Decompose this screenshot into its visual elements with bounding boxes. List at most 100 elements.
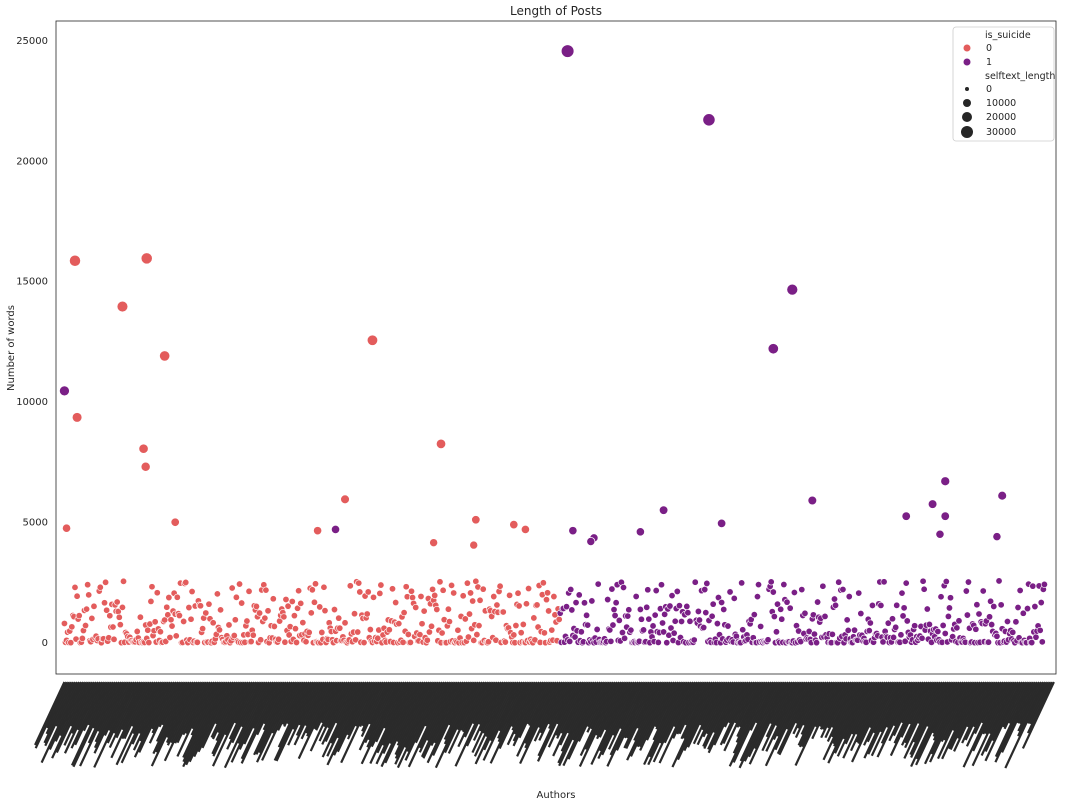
x-tick-label-smear bbox=[800, 681, 828, 735]
scatter-point-1 bbox=[1019, 609, 1027, 617]
scatter-point-0 bbox=[399, 638, 407, 646]
x-tick-label-smear bbox=[271, 681, 298, 734]
scatter-point-1 bbox=[987, 597, 995, 605]
scatter-point-1 bbox=[726, 588, 734, 596]
scatter-point-1 bbox=[897, 631, 905, 639]
x-tick-label-smear bbox=[226, 681, 260, 750]
x-tick-label-smear bbox=[867, 681, 903, 755]
x-tick-label-smear bbox=[601, 681, 638, 756]
scatter-point-1 bbox=[880, 578, 888, 586]
scatter-point-1 bbox=[940, 476, 951, 487]
scatter-point-0 bbox=[256, 609, 264, 617]
x-tick-label-smear bbox=[182, 681, 224, 768]
scatter-point-1 bbox=[839, 585, 847, 593]
legend-marker-0 bbox=[963, 44, 971, 52]
scatter-point-0 bbox=[548, 626, 556, 634]
scatter-point-0 bbox=[175, 612, 183, 620]
scatter-point-1 bbox=[666, 602, 674, 610]
x-tick-label-smear bbox=[677, 681, 716, 761]
x-tick-label-smear bbox=[234, 681, 256, 724]
scatter-point-1 bbox=[675, 602, 683, 610]
scatter-point-0 bbox=[429, 538, 439, 548]
x-tick-label-smear bbox=[184, 681, 212, 734]
scatter-point-0 bbox=[506, 591, 514, 599]
scatter-point-1 bbox=[678, 617, 686, 625]
scatter-point-1 bbox=[651, 611, 659, 619]
x-tick-label-smear bbox=[489, 681, 530, 764]
scatter-point-1 bbox=[801, 609, 809, 617]
scatter-point-0 bbox=[318, 628, 326, 636]
scatter-point-0 bbox=[406, 638, 414, 646]
x-tick-label-smear bbox=[692, 681, 724, 745]
x-tick-label-smear bbox=[396, 681, 429, 746]
scatter-point-0 bbox=[236, 580, 244, 588]
scatter-point-1 bbox=[708, 612, 716, 620]
scatter-point-1 bbox=[903, 617, 911, 625]
scatter-point-0 bbox=[299, 619, 307, 627]
scatter-point-0 bbox=[335, 614, 343, 622]
scatter-point-1 bbox=[973, 601, 981, 609]
scatter-point-0 bbox=[285, 631, 293, 639]
x-tick-label-smear bbox=[261, 681, 300, 761]
x-tick-label-smear bbox=[381, 681, 414, 746]
x-tick-label-smear bbox=[479, 681, 505, 732]
x-tick-label-smear bbox=[43, 681, 74, 744]
x-tick-label-smear bbox=[893, 681, 925, 744]
x-tick-label-smear bbox=[498, 681, 532, 750]
x-tick-label-smear bbox=[185, 681, 226, 766]
scatter-point-0 bbox=[341, 619, 349, 627]
scatter-point-0 bbox=[172, 632, 180, 640]
scatter-point-0 bbox=[288, 597, 296, 605]
x-tick-label-smear bbox=[55, 681, 79, 727]
scatter-point-1 bbox=[832, 601, 840, 609]
scatter-point-1 bbox=[813, 639, 821, 647]
x-tick-label-smear bbox=[44, 681, 76, 747]
scatter-point-0 bbox=[435, 438, 447, 450]
scatter-point-0 bbox=[321, 607, 329, 615]
x-tick-label-smear bbox=[984, 681, 1020, 752]
x-tick-label-smear bbox=[193, 681, 230, 758]
x-tick-label-smear bbox=[736, 681, 760, 728]
scatter-point-0 bbox=[103, 606, 111, 614]
scatter-point-0 bbox=[366, 626, 374, 634]
x-tick-label-smear bbox=[844, 681, 876, 745]
scatter-point-0 bbox=[459, 592, 467, 600]
x-tick-label-smear bbox=[904, 681, 935, 744]
x-tick-label-smear bbox=[182, 681, 220, 758]
x-tick-label-smear bbox=[333, 681, 370, 756]
x-tick-label-smear bbox=[396, 681, 439, 769]
scatter-point-0 bbox=[282, 595, 290, 603]
data-points bbox=[58, 44, 1048, 647]
x-tick-label-smear bbox=[406, 681, 441, 753]
x-tick-label-smear bbox=[113, 681, 140, 734]
x-tick-label-smear bbox=[82, 681, 108, 732]
x-tick-label-smear bbox=[981, 681, 1003, 724]
x-tick-label-smear bbox=[369, 681, 410, 764]
scatter-point-0 bbox=[320, 583, 328, 591]
x-tick-label-smear bbox=[482, 681, 509, 734]
x-tick-label-smear bbox=[524, 681, 555, 744]
scatter-point-0 bbox=[166, 633, 174, 641]
x-tick-label-smear bbox=[888, 681, 918, 742]
x-tick-label-smear bbox=[211, 681, 254, 767]
scatter-point-0 bbox=[165, 594, 173, 602]
x-tick-label-smear bbox=[330, 681, 361, 744]
scatter-point-1 bbox=[770, 613, 778, 621]
x-tick-label-smear bbox=[426, 681, 456, 741]
scatter-point-1 bbox=[919, 577, 927, 585]
x-tick-label-smear bbox=[121, 681, 146, 731]
x-tick-label-smear bbox=[214, 681, 237, 725]
x-tick-label-smear bbox=[647, 681, 688, 766]
scatter-point-0 bbox=[113, 598, 121, 606]
x-tick-label-smear bbox=[448, 681, 471, 726]
x-tick-label-smear bbox=[659, 681, 690, 744]
scatter-point-0 bbox=[84, 581, 92, 589]
scatter-point-1 bbox=[935, 529, 945, 539]
x-axis-ticks bbox=[34, 681, 1055, 769]
x-tick-label-smear bbox=[59, 681, 87, 737]
scatter-point-0 bbox=[228, 584, 236, 592]
scatter-point-0 bbox=[423, 636, 431, 644]
x-tick-label-smear bbox=[313, 681, 338, 730]
scatter-point-0 bbox=[540, 629, 548, 637]
scatter-point-0 bbox=[270, 622, 278, 630]
